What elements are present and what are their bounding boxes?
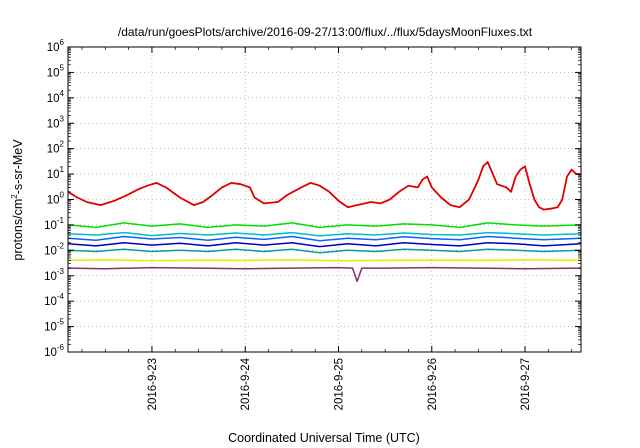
y-tick-label: 100 xyxy=(47,191,65,207)
series-line-3 xyxy=(68,235,581,242)
y-tick-label: 10-6 xyxy=(44,343,64,359)
y-tick-label: 10-4 xyxy=(44,292,64,308)
ticks: 10-6 10-5 10-4 10-3 10-2 10-1 100 101 102 103 104 1… xyxy=(44,38,581,410)
x-tick-label: 2016-9-26 xyxy=(427,358,439,410)
y-tick-label: 104 xyxy=(47,89,65,105)
series-line-4 xyxy=(68,241,581,248)
series-line-5 xyxy=(68,248,581,254)
series-group xyxy=(68,161,581,283)
y-tick-label: 10-1 xyxy=(44,216,64,232)
y-tick-label: 10-2 xyxy=(44,241,64,257)
series-line-6 xyxy=(68,259,581,262)
y-tick-label: 101 xyxy=(47,165,65,181)
chart-title: /data/run/goesPlots/archive/2016-09-27/1… xyxy=(118,25,533,39)
series-line-1 xyxy=(68,222,581,229)
x-axis-label: Coordinated Universal Time (UTC) xyxy=(228,431,420,445)
y-tick-label: 102 xyxy=(47,140,65,156)
y-tick-label: 10-5 xyxy=(44,318,64,334)
y-tick-label: 105 xyxy=(47,63,65,79)
series-line-2 xyxy=(68,231,581,237)
y-tick-label: 106 xyxy=(47,38,65,54)
y-tick-label: 103 xyxy=(47,114,65,130)
x-tick-label: 2016-9-25 xyxy=(333,358,345,410)
x-tick-label: 2016-9-23 xyxy=(147,358,159,410)
y-axis-label-post: -s-sr-MeV xyxy=(11,139,25,195)
series-line-0 xyxy=(68,161,581,211)
x-tick-label: 2016-9-27 xyxy=(520,358,532,410)
x-tick-label: 2016-9-24 xyxy=(240,357,252,410)
series-line-7 xyxy=(68,266,581,283)
y-axis-label: protons/cm2-s-sr-MeV xyxy=(10,139,25,261)
y-axis-label-pre: protons/cm xyxy=(11,199,25,261)
y-axis-label-sup: 2 xyxy=(10,194,19,199)
y-tick-label: 10-3 xyxy=(44,267,64,283)
grid xyxy=(68,47,581,352)
